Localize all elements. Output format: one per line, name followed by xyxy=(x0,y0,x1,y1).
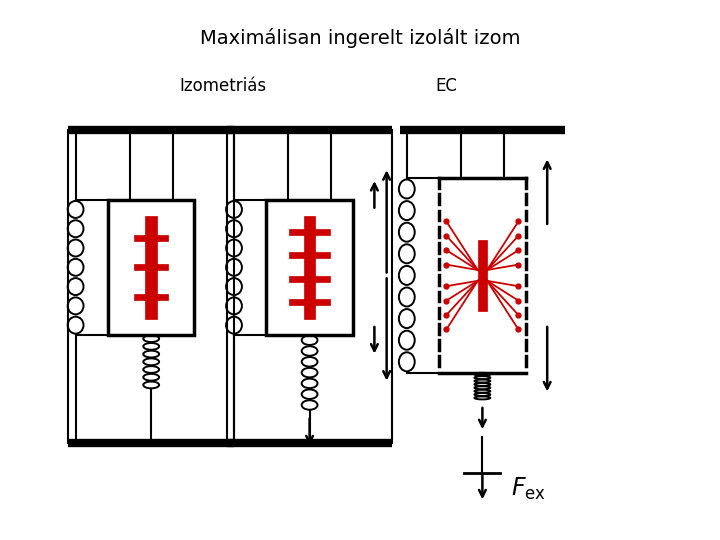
Text: EC: EC xyxy=(436,77,457,96)
Bar xyxy=(289,229,330,235)
Bar xyxy=(289,276,330,282)
Bar xyxy=(289,299,330,306)
Text: $\mathit{F}_{\mathrm{ex}}$: $\mathit{F}_{\mathrm{ex}}$ xyxy=(511,476,546,502)
Bar xyxy=(289,252,330,258)
Bar xyxy=(134,264,168,270)
Bar xyxy=(266,200,353,335)
Bar xyxy=(134,294,168,300)
Bar xyxy=(134,234,168,240)
Bar xyxy=(145,216,157,319)
Bar xyxy=(108,200,194,335)
Bar xyxy=(478,240,487,310)
Bar xyxy=(304,216,315,319)
Text: Izometriás: Izometriás xyxy=(179,77,267,96)
Text: Maximálisan ingerelt izolált izom: Maximálisan ingerelt izolált izom xyxy=(199,28,521,48)
